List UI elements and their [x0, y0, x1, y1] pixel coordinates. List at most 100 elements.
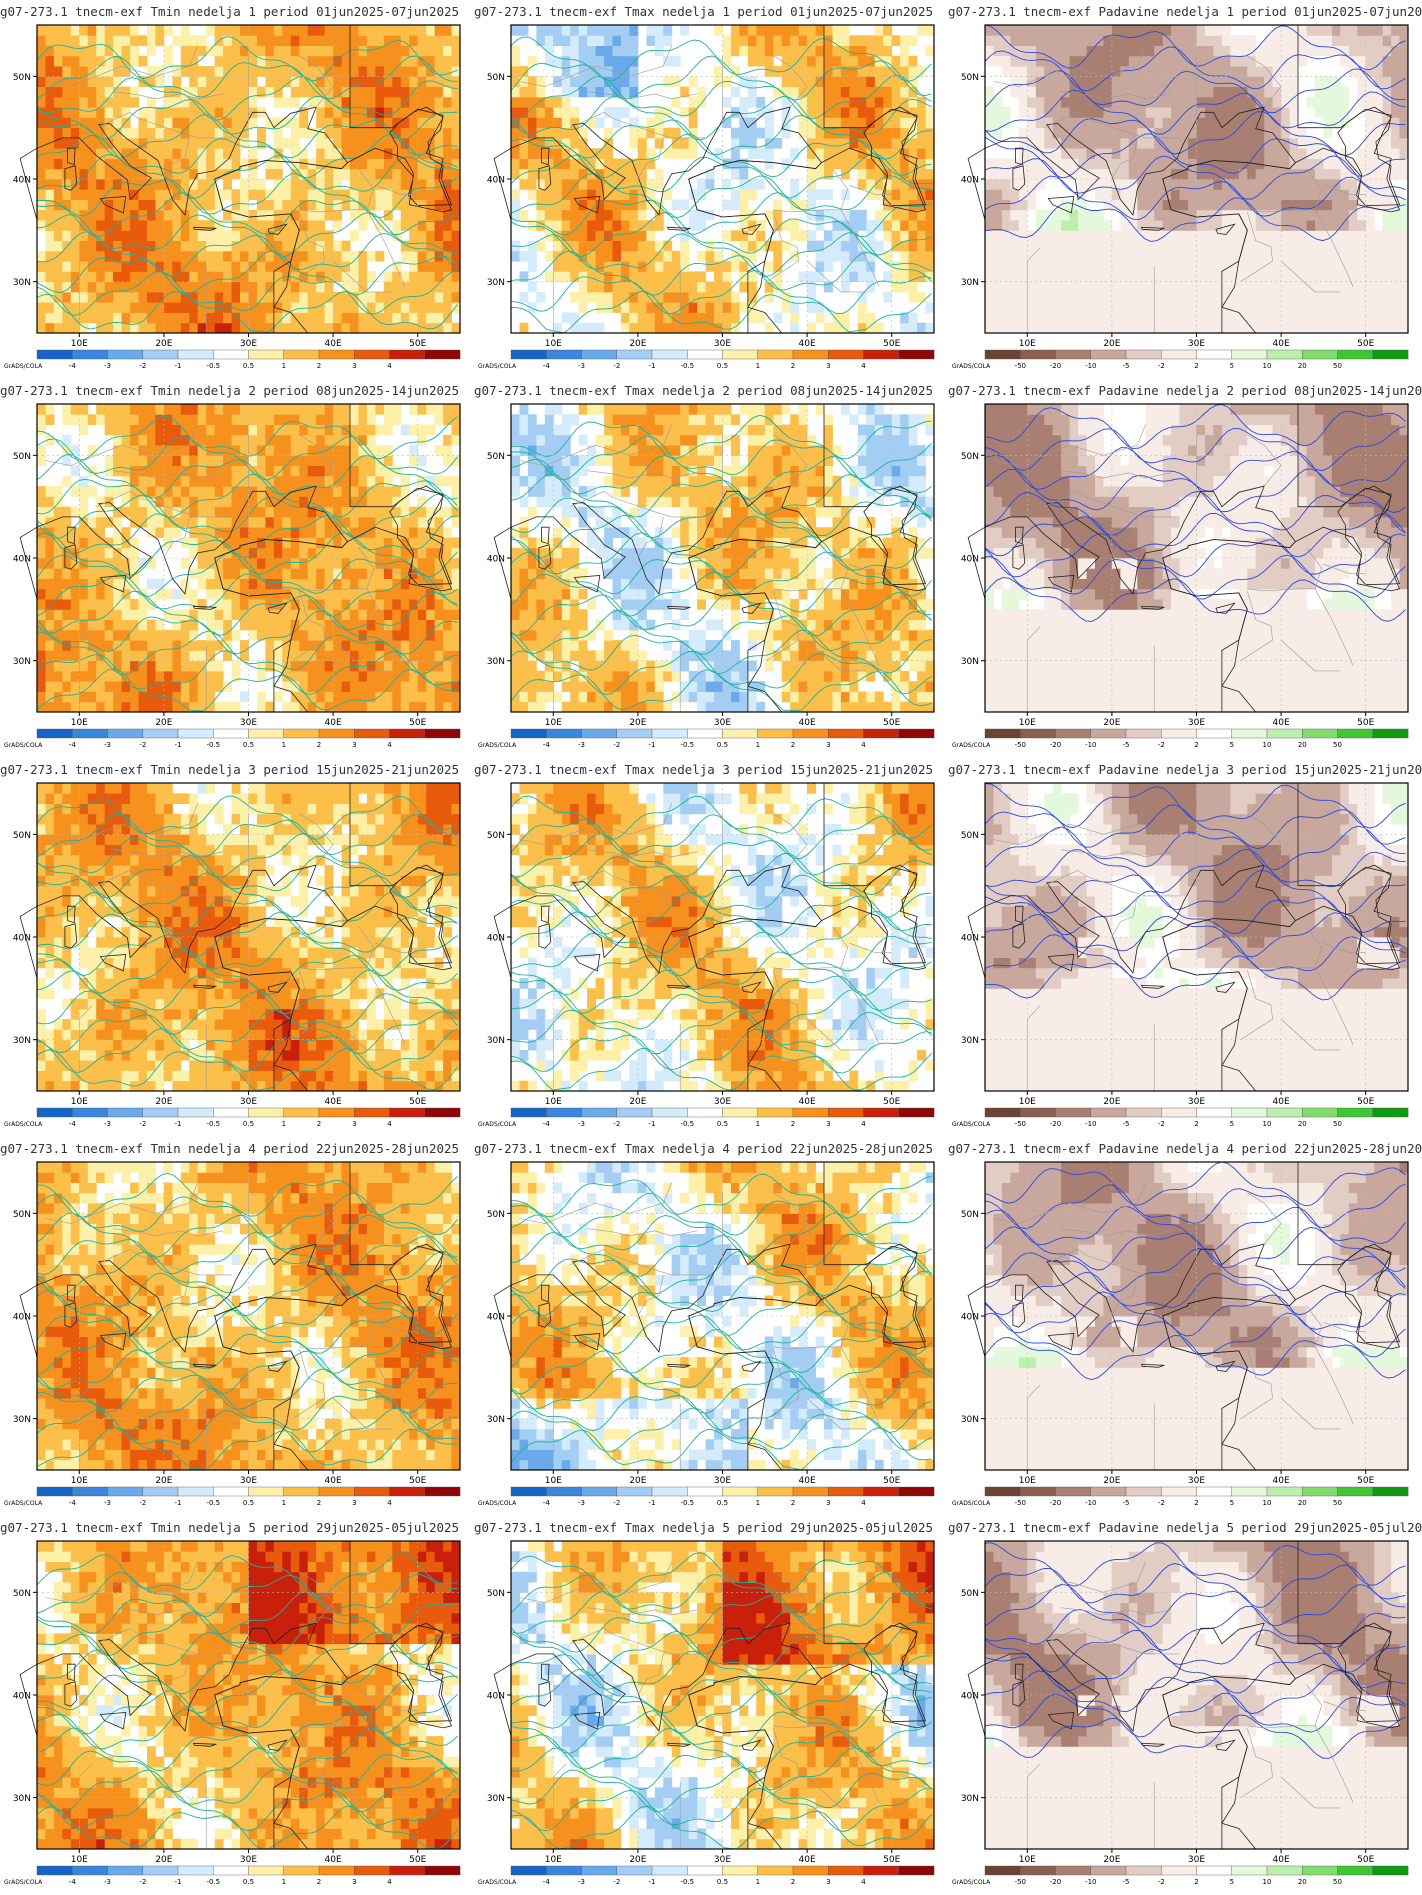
lon-tick-label: 10E: [1019, 1097, 1036, 1107]
colorbar-tick-label: -20: [1050, 1499, 1061, 1507]
colorbar-swatch: [248, 1107, 284, 1118]
lon-tick-label: 20E: [629, 1476, 646, 1486]
colorbar-swatch: [1372, 349, 1409, 360]
colorbar-tick-label: -1: [649, 362, 656, 370]
colorbar-swatch: [1090, 1107, 1127, 1118]
colorbar-swatch: [1372, 1486, 1409, 1497]
lon-tick-label: 30E: [240, 339, 257, 349]
lat-tick-label: 40N: [961, 555, 979, 565]
lat-tick-label: 50N: [961, 452, 979, 462]
colorbar-swatch: [1337, 349, 1373, 360]
colorbar-tick-label: 0.5: [243, 1499, 254, 1507]
colorbar-swatch: [651, 1865, 688, 1876]
colorbar-tick-label: 0.5: [243, 362, 254, 370]
colorbar-swatch: [616, 1865, 653, 1876]
colorbar-swatch: [828, 1486, 864, 1497]
colorbar-swatch: [1231, 1107, 1268, 1118]
lat-tick-label: 40N: [487, 934, 505, 944]
lon-tick-label: 50E: [883, 1855, 900, 1865]
lat-tick-label: 50N: [487, 831, 505, 841]
panel-title: g07-273.1 tnecm-exf Tmin nedelja 1 perio…: [0, 4, 474, 19]
colorbar-tick-label: 1: [282, 741, 286, 749]
colorbar-tick-label: 0.5: [243, 741, 254, 749]
lat-tick-label: 30N: [487, 1794, 505, 1804]
colorbar-tick-label: 2: [317, 362, 321, 370]
colorbar-swatch: [283, 1865, 320, 1876]
map-figure: 50N 40N 30N 10E 20E 30E 40E 50E -4 -3 -2 -1 -0.5 0.5 1…: [478, 24, 935, 370]
colorbar-swatch: [828, 1107, 864, 1118]
colorbar-brand: GrADS/COLA: [4, 1121, 43, 1128]
colorbar-tick-label: -50: [1015, 1499, 1026, 1507]
graticule: [37, 25, 460, 333]
colorbar-swatch: [687, 1107, 723, 1118]
lat-tick-label: 40N: [13, 555, 31, 565]
colorbar-brand: GrADS/COLA: [478, 1500, 517, 1507]
lat-tick-label: 40N: [961, 1313, 979, 1323]
panel-title: g07-273.1 tnecm-exf Tmin nedelja 3 perio…: [0, 762, 474, 777]
lat-tick-label: 50N: [487, 1589, 505, 1599]
colorbar-tick-label: -0.5: [680, 1878, 694, 1886]
graticule: [511, 1541, 934, 1849]
lat-tick-label: 30N: [487, 1415, 505, 1425]
map-figure: 50N 40N 30N 10E 20E 30E 40E 50E -4 -3 -2 -1 -0.5 0.5 1…: [4, 24, 461, 370]
lon-tick-label: 30E: [240, 1476, 257, 1486]
lat-tick-label: 50N: [961, 831, 979, 841]
colorbar-brand: GrADS/COLA: [4, 363, 43, 370]
map-panel: g07-273.1 tnecm-exf Tmax nedelja 4 perio…: [474, 1137, 948, 1516]
colorbar-swatch: [318, 349, 355, 360]
colorbar-brand: GrADS/COLA: [4, 1879, 43, 1886]
colorbar-swatch: [1020, 1107, 1056, 1118]
colorbar-swatch: [1090, 1865, 1127, 1876]
colorbar-swatch: [1090, 1486, 1127, 1497]
colorbar-tick-label: 20: [1298, 1120, 1307, 1128]
panel-title: g07-273.1 tnecm-exf Tmax nedelja 4 perio…: [474, 1141, 948, 1156]
colorbar-swatch: [1372, 728, 1409, 739]
colorbar-tick-label: -2: [613, 1878, 620, 1886]
map-panel: g07-273.1 tnecm-exf Tmax nedelja 1 perio…: [474, 0, 948, 379]
colorbar-tick-label: -0.5: [680, 1499, 694, 1507]
colorbar-brand: GrADS/COLA: [952, 1121, 991, 1128]
colorbar-swatch: [354, 728, 390, 739]
colorbar-swatch: [616, 1107, 653, 1118]
colorbar-swatch: [389, 349, 425, 360]
colorbar-tick-label: 0.5: [717, 741, 728, 749]
isolines: [984, 404, 1406, 622]
colorbar-tick-label: 2: [791, 1120, 795, 1128]
lon-tick-label: 30E: [714, 1855, 731, 1865]
lon-tick-label: 50E: [1357, 718, 1374, 728]
colorbar-tick-label: 0.5: [717, 1120, 728, 1128]
colorbar-tick-label: -50: [1015, 1120, 1026, 1128]
map-figure: 50N 40N 30N 10E 20E 30E 40E 50E -50 -20 -10 -5 -2 2 5 1…: [952, 782, 1409, 1128]
colorbar: -50 -20 -10 -5 -2 2 5 10 20 50 GrADS/COLA: [952, 1865, 1409, 1886]
colorbar-tick-label: 2: [317, 1499, 321, 1507]
country-borders: [519, 1182, 892, 1470]
colorbar-swatch: [651, 728, 688, 739]
colorbar-swatch: [510, 1865, 547, 1876]
colorbar-tick-label: -1: [175, 362, 182, 370]
lon-tick-label: 50E: [883, 1476, 900, 1486]
colorbar-swatch: [1125, 349, 1162, 360]
lat-tick-label: 30N: [13, 1415, 31, 1425]
colorbar-tick-label: 2: [1194, 741, 1198, 749]
lon-tick-label: 20E: [155, 1476, 172, 1486]
colorbar-swatch: [757, 349, 794, 360]
colorbar-tick-label: -0.5: [680, 1120, 694, 1128]
colorbar-tick-label: -0.5: [206, 362, 220, 370]
map-figure: 50N 40N 30N 10E 20E 30E 40E 50E -4 -3 -2 -1 -0.5 0.5 1…: [4, 782, 461, 1128]
graticule: [985, 1162, 1408, 1470]
colorbar-swatch: [248, 349, 284, 360]
colorbar-tick-label: -1: [175, 1499, 182, 1507]
lon-tick-label: 20E: [1103, 1855, 1120, 1865]
colorbar-tick-label: -4: [69, 1878, 77, 1886]
colorbar-swatch: [898, 1107, 935, 1118]
colorbar-swatch: [142, 1865, 179, 1876]
colorbar-swatch: [1055, 728, 1091, 739]
colorbar-swatch: [36, 349, 73, 360]
coastlines: [19, 1540, 461, 1850]
anomaly-shading: [511, 1162, 935, 1471]
colorbar-brand: GrADS/COLA: [952, 1879, 991, 1886]
colorbar-tick-label: 4: [861, 1499, 866, 1507]
anomaly-shading: [985, 404, 1409, 713]
lon-tick-label: 10E: [545, 1476, 562, 1486]
colorbar-tick-label: 50: [1333, 1878, 1342, 1886]
